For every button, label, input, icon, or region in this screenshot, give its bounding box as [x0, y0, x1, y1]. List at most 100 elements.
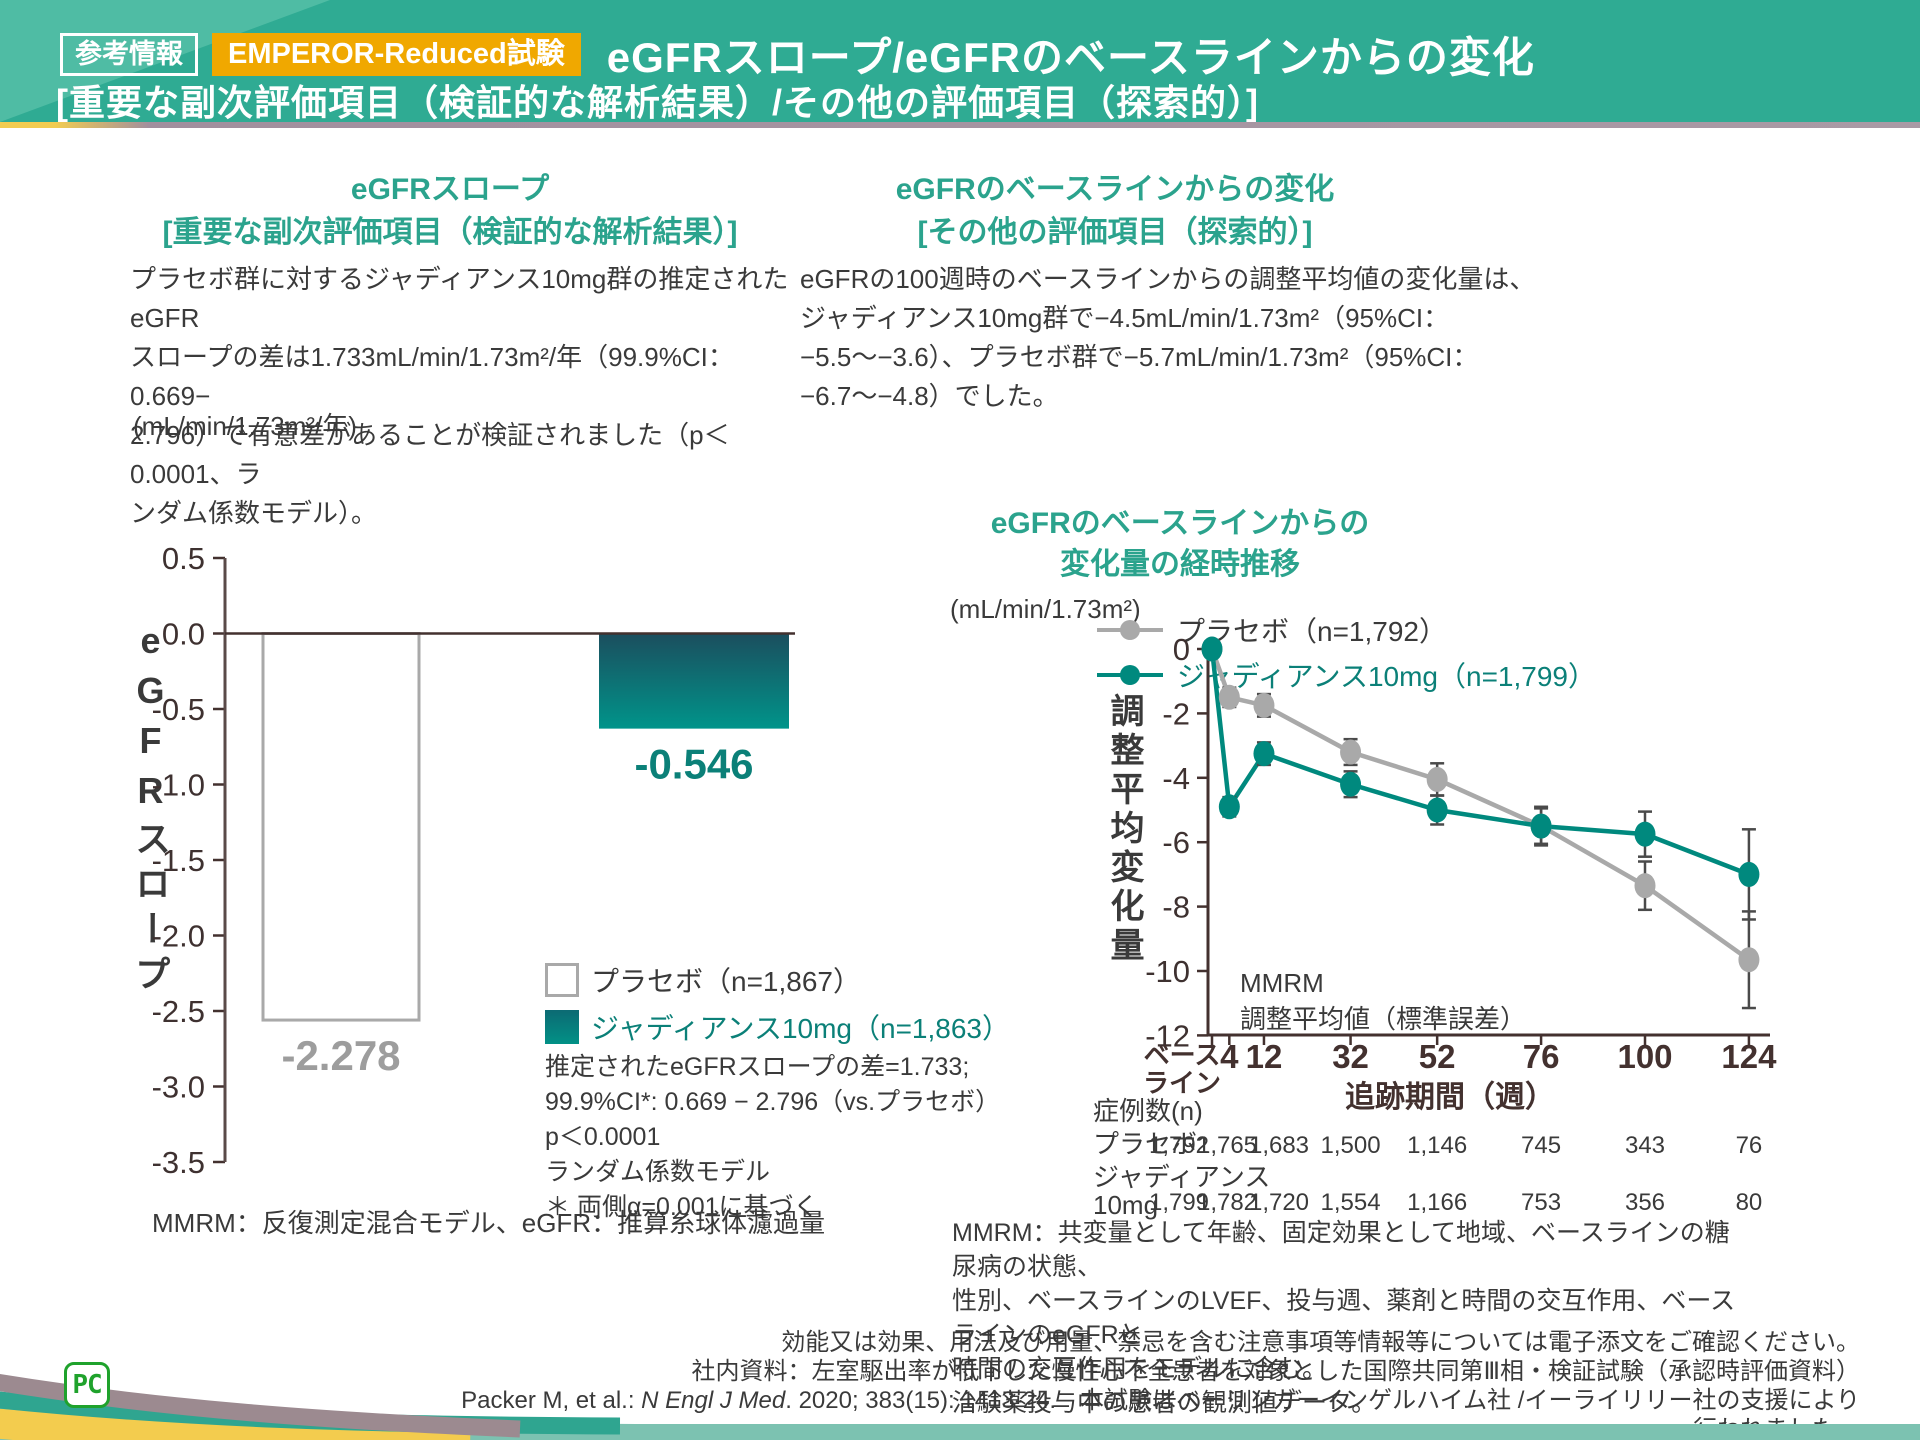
right-heading-line2: [その他の評価項目（探索的）] [917, 216, 1313, 249]
y-tick-label: 0.5 [162, 541, 205, 576]
n-table-header: 症例数(n) [1093, 1096, 1203, 1126]
n-table-value: 1,765 [1197, 1132, 1257, 1159]
data-point-teal [1530, 813, 1552, 839]
reference-line-2: 社内資料：左室駆出率が低下した慢性心不全患者を対象とした国際共同第Ⅲ相・検証試験… [691, 1358, 1860, 1385]
data-point-gray [1253, 692, 1275, 718]
data-point-teal [1218, 794, 1240, 820]
left-chart-y-axis-label: eGFRスロープ [130, 620, 171, 1000]
egfr-slope-bar-chart: 0.5 0.0 -0.5 -1.0 -1.5 -2.0 -2.5 -3.0 -3.5 -2.278… [152, 541, 795, 1180]
left-section-heading: eGFRスロープ [重要な副次評価項目（検証的な解析結果）] [110, 168, 790, 254]
y-tick-label: -2.5 [152, 994, 205, 1029]
page-title: eGFRスロープ/eGFRのベースラインからの変化 [606, 34, 1535, 81]
n-table-value: 1,799 [1149, 1189, 1209, 1216]
right-paragraph: eGFRの100週時のベースラインからの調整平均値の変化量は、 ジャディアンス1… [800, 264, 1536, 411]
n-table-row-label: ジャディアンス [1093, 1162, 1270, 1192]
n-table-value: 1,554 [1321, 1189, 1381, 1216]
pc-logo: PC [64, 1362, 110, 1408]
data-point-teal [1340, 771, 1362, 797]
bar-jardiance-value-label: -0.546 [634, 741, 753, 788]
data-point-teal [1738, 861, 1760, 887]
y-tick-label: -8 [1162, 890, 1190, 925]
data-point-gray [1738, 947, 1760, 973]
y-tick-label: -2.0 [152, 919, 205, 954]
header-accent-line [0, 122, 1920, 128]
data-point-teal [1426, 797, 1448, 823]
y-tick-label: -1.0 [152, 768, 205, 803]
right-chart-y-axis-label: 調整平均変化量 [1105, 693, 1143, 966]
legend-placebo-label: プラセボ（n=1,867） [591, 966, 861, 997]
pc-logo-text: PC [72, 1370, 102, 1400]
data-point-gray [1218, 684, 1240, 710]
legend-jardiance-label: ジャディアンス10mg（n=1,863） [591, 1013, 1010, 1044]
baseline-tick-label: ライン [1143, 1068, 1221, 1098]
footer-wave-decoration [0, 1374, 1920, 1440]
n-table-value: 753 [1521, 1189, 1561, 1216]
right-chart-unit: (mL/min/1.73m²) [950, 594, 1141, 624]
legend-item-placebo-line: プラセボ（n=1,792） [1095, 610, 1596, 650]
x-tick-label: 76 [1523, 1038, 1560, 1075]
y-tick-label: -3.5 [152, 1145, 205, 1180]
data-point-gray [1426, 766, 1448, 792]
data-point-teal [1201, 636, 1223, 662]
jardiance-line-marker-icon [1097, 665, 1163, 685]
reference-line-1: 効能又は効果、用法及び用量、禁忌を含む注意事項等情報等については電子添文をご確認… [781, 1329, 1860, 1356]
n-table-value: 1,792 [1149, 1132, 1209, 1159]
legend-item-jardiance: ジャディアンス10mg（n=1,863） [545, 1007, 1010, 1047]
legend-item-jardiance-line: ジャディアンス10mg（n=1,799） [1095, 655, 1596, 695]
n-table-row-label: 10mg [1093, 1190, 1158, 1220]
references-block: 効能又は効果、用法及び用量、禁忌を含む注意事項等情報等については電子添文をご確認… [460, 1328, 1860, 1440]
y-tick-label: -0.5 [152, 692, 205, 727]
mmrm-annotation: 調整平均値（標準誤差） [1240, 1004, 1526, 1034]
bar-placebo-value-label: -2.278 [281, 1032, 400, 1079]
n-table-value: 80 [1736, 1189, 1763, 1216]
right-chart-title: eGFRのベースラインからの 変化量の経時推移 [990, 507, 1370, 581]
n-table-value: 1,782 [1197, 1189, 1257, 1216]
right-footnote: MMRM：共変量として年齢、固定効果として地域、ベースラインの糖尿病の状態、 性… [952, 1219, 1736, 1417]
x-tick-label: 4 [1220, 1038, 1239, 1075]
baseline-tick-label: ベース [1144, 1040, 1221, 1070]
legend-placebo-line-label: プラセボ（n=1,792） [1177, 616, 1447, 647]
y-tick-label: -3.0 [152, 1070, 205, 1105]
right-section-heading: eGFRのベースラインからの変化 [その他の評価項目（探索的）] [800, 168, 1430, 254]
data-point-teal [1253, 741, 1275, 767]
legend-jardiance-line-label: ジャディアンス10mg（n=1,799） [1177, 661, 1596, 692]
right-heading-line1: eGFRのベースラインからの変化 [895, 173, 1335, 206]
header-banner: 参考情報 EMPEROR-Reduced試験 eGFRスロープ/eGFRのベース… [0, 0, 1920, 123]
n-table-value: 745 [1521, 1132, 1561, 1159]
left-heading-line1: eGFRスロープ [350, 173, 550, 206]
right-chart-legend: プラセボ（n=1,792） ジャディアンス10mg（n=1,799） [1095, 610, 1596, 695]
n-table-value: 1,166 [1407, 1189, 1467, 1216]
y-tick-label: -2 [1162, 696, 1190, 731]
left-footnote: MMRM：反復測定混合モデル、eGFR：推算糸球体濾過量 [152, 1208, 826, 1238]
data-point-gray [1340, 739, 1362, 765]
n-table-value: 1,500 [1321, 1132, 1381, 1159]
header-badge-row: 参考情報 EMPEROR-Reduced試験 eGFRスロープ/eGFRのベース… [60, 24, 1535, 85]
reference-journal-name: N Engl J Med [641, 1387, 786, 1414]
y-tick-label: -4 [1162, 761, 1190, 796]
reference-info-badge: 参考情報 [60, 32, 198, 77]
left-chart-legend: プラセボ（n=1,867） ジャディアンス10mg（n=1,863） [545, 960, 1010, 1047]
bar-placebo [261, 632, 421, 1022]
n-table-value: 343 [1625, 1132, 1665, 1159]
y-tick-label: 0 [1173, 632, 1190, 667]
n-table-value: 1,683 [1249, 1132, 1309, 1159]
placebo-line-marker-icon [1097, 620, 1163, 640]
data-point-gray [1634, 873, 1656, 899]
bar-jardiance [599, 633, 789, 729]
y-tick-label: -12 [1145, 1018, 1190, 1053]
reference-citation-pre: Packer M, et al.: [461, 1387, 642, 1414]
n-table-row-label: プラセボ [1093, 1129, 1197, 1159]
left-heading-line2: [重要な副次評価項目（検証的な解析結果）] [162, 216, 738, 249]
n-table-value: 1,146 [1407, 1132, 1467, 1159]
n-table-value: 76 [1736, 1132, 1763, 1159]
series-line-teal [1209, 648, 1750, 877]
data-point-teal [1634, 821, 1656, 847]
placebo-swatch-icon [545, 963, 579, 997]
y-tick-label: 0.0 [162, 617, 205, 652]
n-table-value: 356 [1625, 1189, 1665, 1216]
x-tick-label: 100 [1617, 1038, 1672, 1075]
mmrm-annotation: MMRM [1240, 968, 1324, 998]
left-chart-annotation: 推定されたeGFRスロープの差=1.733; 99.9%CI*: 0.669 −… [545, 1053, 1001, 1221]
